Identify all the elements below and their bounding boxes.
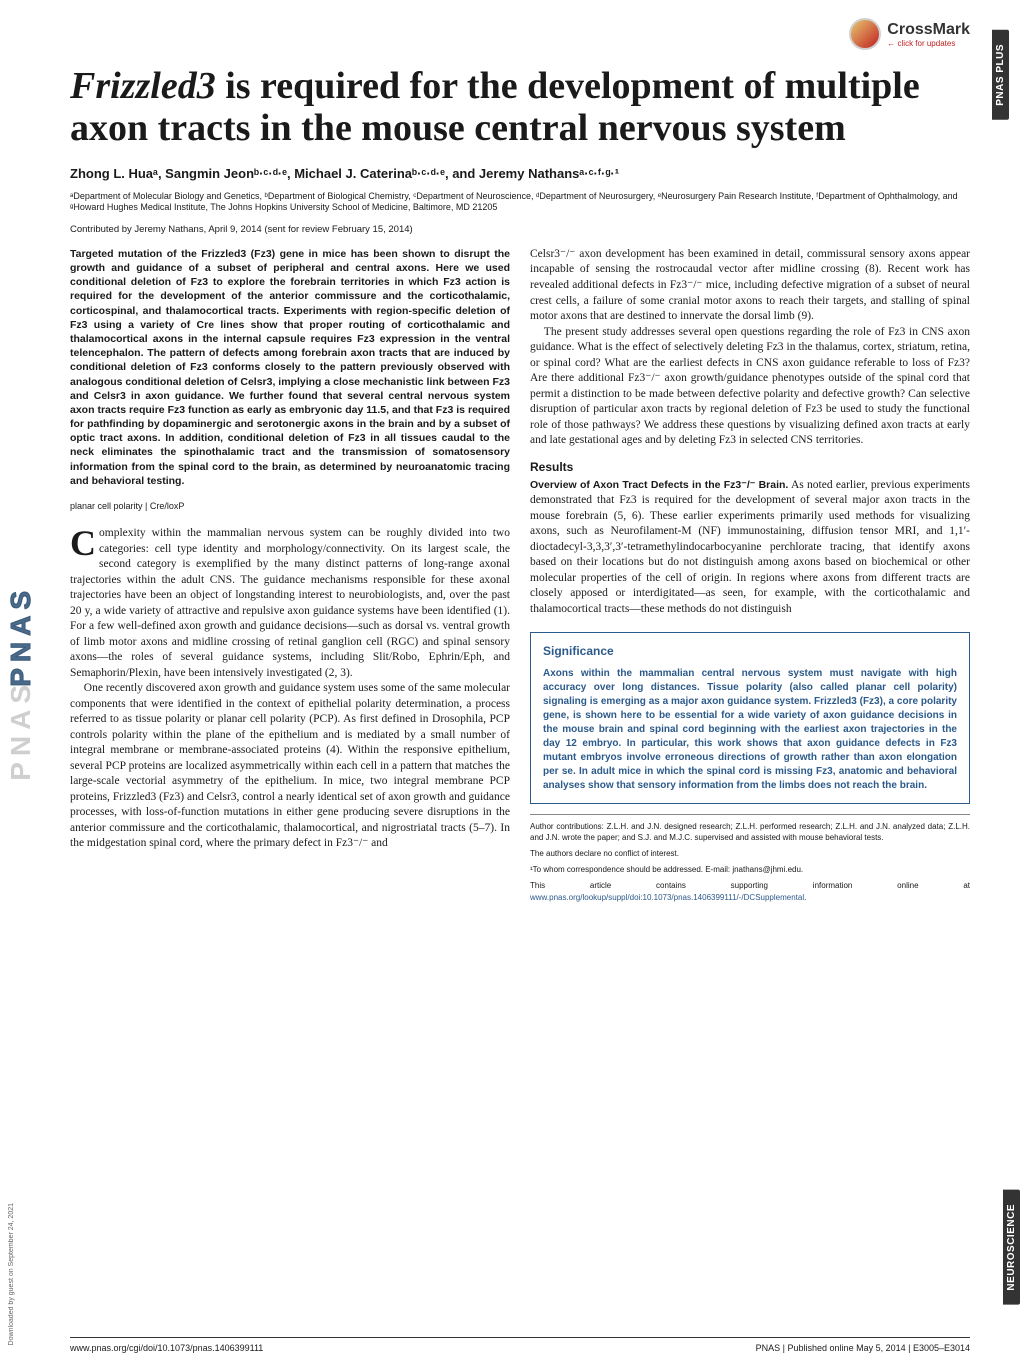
right-p2: The present study addresses several open… xyxy=(530,325,970,449)
footer-doi: www.pnas.org/cgi/doi/10.1073/pnas.140639… xyxy=(70,1343,263,1353)
results-heading: Results xyxy=(530,459,970,475)
results-text: As noted earlier, previous experiments d… xyxy=(530,479,970,615)
affiliations: ᵃDepartment of Molecular Biology and Gen… xyxy=(70,191,970,214)
vtab-neuroscience: NEUROSCIENCE xyxy=(1003,1190,1020,1305)
column-left: Targeted mutation of the Frizzled3 (Fz3)… xyxy=(70,247,510,908)
page-content: CrossMark ← click for updates Frizzled3 … xyxy=(52,0,988,1365)
abstract: Targeted mutation of the Frizzled3 (Fz3)… xyxy=(70,247,510,488)
pnas-logo-vertical: PNAS xyxy=(5,585,37,687)
crossmark-icon xyxy=(849,18,881,50)
vtab-pnas-plus: PNAS PLUS xyxy=(992,30,1009,120)
pnas-logo-shadow: PNAS xyxy=(5,679,37,781)
sidebar-left: PNAS PNAS xyxy=(0,0,42,1365)
sidebar-right: PNAS PLUS xyxy=(992,30,1020,124)
crossmark-badge[interactable]: CrossMark ← click for updates xyxy=(849,18,970,50)
results-run-in: Overview of Axon Tract Defects in the Fz… xyxy=(530,479,788,491)
column-right: Celsr3⁻/⁻ axon development has been exam… xyxy=(530,247,970,908)
article-title: Frizzled3 is required for the developmen… xyxy=(70,66,970,150)
download-note: Downloaded by guest on September 24, 202… xyxy=(8,1203,15,1345)
page-footer: www.pnas.org/cgi/doi/10.1073/pnas.140639… xyxy=(70,1337,970,1353)
crossmark-sub: ← click for updates xyxy=(887,39,970,48)
footnote-supporting: This article contains supporting informa… xyxy=(530,880,970,902)
intro-p1: Complexity within the mammalian nervous … xyxy=(70,526,510,681)
right-p1: Celsr3⁻/⁻ axon development has been exam… xyxy=(530,247,970,325)
footnote-supporting-link[interactable]: www.pnas.org/lookup/suppl/doi:10.1073/pn… xyxy=(530,893,804,902)
body-text-right: Celsr3⁻/⁻ axon development has been exam… xyxy=(530,247,970,449)
two-column-layout: Targeted mutation of the Frizzled3 (Fz3)… xyxy=(70,247,970,908)
title-italic: Frizzled3 xyxy=(70,65,216,107)
intro-p1-text: omplexity within the mammalian nervous s… xyxy=(70,527,510,679)
contributed-line: Contributed by Jeremy Nathans, April 9, … xyxy=(70,224,970,235)
footnote-conflict: The authors declare no conflict of inter… xyxy=(530,848,970,859)
crossmark-text-wrap: CrossMark ← click for updates xyxy=(887,21,970,48)
footnotes: Author contributions: Z.L.H. and J.N. de… xyxy=(530,814,970,903)
keywords: planar cell polarity | Cre/loxP xyxy=(70,500,510,512)
footnote-correspondence: ¹To whom correspondence should be addres… xyxy=(530,864,970,875)
significance-box: Significance Axons within the mammalian … xyxy=(530,632,970,804)
body-text-left: Complexity within the mammalian nervous … xyxy=(70,526,510,852)
footnote-contributions: Author contributions: Z.L.H. and J.N. de… xyxy=(530,821,970,843)
results-body: Overview of Axon Tract Defects in the Fz… xyxy=(530,478,970,618)
authors: Zhong L. Huaᵃ, Sangmin Jeonᵇ·ᶜ·ᵈ·ᵉ, Mich… xyxy=(70,166,970,181)
significance-title: Significance xyxy=(543,643,957,659)
footer-citation: PNAS | Published online May 5, 2014 | E3… xyxy=(756,1343,970,1353)
significance-body: Axons within the mammalian central nervo… xyxy=(543,667,957,793)
crossmark-label: CrossMark xyxy=(887,21,970,39)
intro-p2: One recently discovered axon growth and … xyxy=(70,681,510,852)
dropcap: C xyxy=(70,526,99,559)
footnote-supporting-prefix: This article contains supporting informa… xyxy=(530,881,970,890)
results-p1: Overview of Axon Tract Defects in the Fz… xyxy=(530,478,970,618)
footnote-supporting-suffix: . xyxy=(804,893,806,902)
